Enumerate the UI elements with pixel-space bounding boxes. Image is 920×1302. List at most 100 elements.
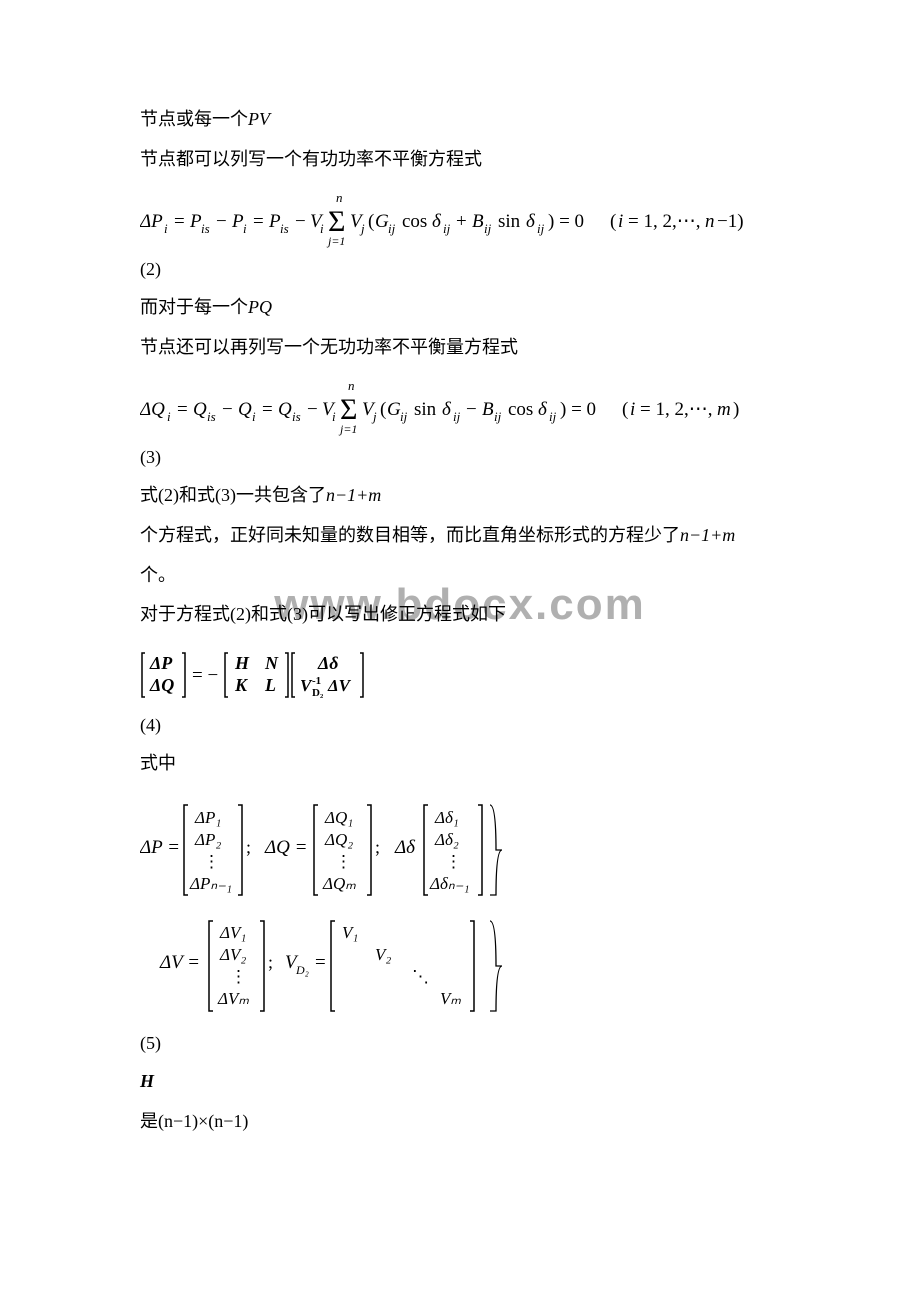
svg-text:i: i: [332, 409, 336, 424]
svg-text:Vₘ: Vₘ: [440, 989, 461, 1008]
equation-2: ΔP i = P is − P i = P is − V i Σ n j=1 V…: [140, 189, 780, 249]
svg-text:= −: = −: [192, 665, 218, 686]
svg-text:;: ;: [375, 837, 380, 857]
svg-text:ΔP =: ΔP =: [140, 837, 180, 858]
svg-text:Q: Q: [193, 399, 207, 420]
svg-text:Δδ₁: Δδ₁: [434, 808, 459, 827]
svg-text:−: −: [295, 211, 306, 232]
svg-text:ij: ij: [388, 221, 396, 236]
text-segment: 式(2)和式(3)一共包含了: [140, 485, 326, 505]
svg-text:ΔQ =: ΔQ =: [264, 837, 307, 858]
text-segment: 而对于每一个: [140, 297, 248, 317]
math-var: (n−1)×(n−1): [158, 1111, 248, 1131]
svg-text:ΔQ: ΔQ: [149, 675, 174, 695]
svg-text:Δδ: Δδ: [394, 837, 416, 858]
svg-text:= 1, 2,⋯,: = 1, 2,⋯,: [628, 211, 700, 232]
text-segment: 节点或每一个: [140, 109, 248, 129]
svg-text:ij: ij: [494, 409, 502, 424]
text-line-9: 式中: [140, 744, 780, 784]
svg-text:;: ;: [246, 837, 251, 857]
svg-text:i: i: [320, 221, 324, 236]
svg-text:): ): [733, 399, 739, 420]
svg-text:ΔP₁: ΔP₁: [194, 808, 221, 827]
svg-text:;: ;: [268, 952, 273, 972]
equation-4-label: (4): [140, 715, 780, 736]
svg-text:B: B: [482, 399, 494, 420]
svg-text:K: K: [234, 675, 249, 695]
svg-text:⋮: ⋮: [230, 967, 247, 986]
svg-text:is: is: [292, 409, 301, 424]
svg-text:B: B: [472, 211, 484, 232]
svg-text:H: H: [234, 653, 250, 673]
svg-text:ij: ij: [549, 409, 557, 424]
svg-text:ij: ij: [400, 409, 408, 424]
text-line-3: 而对于每一个PQ: [140, 288, 780, 328]
svg-text:ΔQₘ: ΔQₘ: [322, 874, 356, 893]
svg-text:(: (: [368, 211, 374, 232]
page-content: 节点或每一个PV 节点都可以列写一个有功功率不平衡方程式 ΔP i = P is…: [140, 100, 780, 1142]
svg-text:-1: -1: [312, 675, 321, 687]
svg-text:ij: ij: [443, 221, 451, 236]
svg-text:=: =: [253, 211, 264, 232]
svg-text:ij: ij: [484, 221, 492, 236]
svg-text:Δδₙ₋₁: Δδₙ₋₁: [429, 874, 470, 893]
svg-text:ΔVₘ: ΔVₘ: [217, 989, 249, 1008]
text-line-11: 是(n−1)×(n−1): [140, 1102, 780, 1142]
text-line-10: H: [140, 1062, 780, 1102]
svg-text:−1): −1): [717, 211, 744, 232]
svg-text:D₂: D₂: [312, 687, 324, 699]
svg-text:ΔV₁: ΔV₁: [219, 923, 246, 942]
svg-text:n: n: [348, 378, 355, 393]
svg-text:G: G: [375, 211, 389, 232]
svg-text:ΔP: ΔP: [140, 211, 163, 232]
svg-text:−: −: [466, 399, 477, 420]
svg-text:) = 0: ) = 0: [560, 399, 596, 420]
svg-text:=: =: [262, 399, 273, 420]
svg-text:D₂: D₂: [295, 963, 309, 977]
svg-text:δ: δ: [526, 211, 536, 232]
svg-text:Q: Q: [278, 399, 292, 420]
svg-text:is: is: [207, 409, 216, 424]
equation-5-label: (5): [140, 1033, 780, 1054]
svg-text:−: −: [216, 211, 227, 232]
text-segment: 个方程式，正好同未知量的数目相等，而比直角坐标形式的方程少了: [140, 525, 680, 545]
svg-text:i: i: [630, 399, 635, 420]
svg-text:i: i: [164, 221, 168, 236]
svg-text:−: −: [222, 399, 233, 420]
svg-text:=: =: [174, 211, 185, 232]
svg-text:δ: δ: [432, 211, 442, 232]
text-segment: 是: [140, 1111, 158, 1131]
svg-text:G: G: [387, 399, 401, 420]
svg-text:(: (: [380, 399, 386, 420]
svg-text:Q: Q: [238, 399, 252, 420]
svg-text:Δδ₂: Δδ₂: [434, 830, 459, 849]
text-line-2: 节点都可以列写一个有功功率不平衡方程式: [140, 140, 780, 180]
svg-text:ij: ij: [537, 221, 545, 236]
svg-text:ΔV =: ΔV =: [159, 952, 200, 973]
text-line-1: 节点或每一个PV: [140, 100, 780, 140]
math-var: PQ: [248, 297, 272, 317]
svg-text:ΔPₙ₋₁: ΔPₙ₋₁: [189, 874, 232, 893]
svg-text:N: N: [264, 653, 279, 673]
svg-text:ΔP: ΔP: [149, 653, 173, 673]
svg-text:n: n: [705, 211, 715, 232]
svg-text:⋮: ⋮: [445, 852, 462, 871]
svg-text:ij: ij: [453, 409, 461, 424]
svg-text:cos: cos: [402, 211, 427, 232]
svg-text:=: =: [315, 952, 326, 973]
text-line-6: 个方程式，正好同未知量的数目相等，而比直角坐标形式的方程少了n−1+m: [140, 516, 780, 556]
equation-3-label: (3): [140, 447, 780, 468]
svg-text:n: n: [336, 190, 343, 205]
svg-text:V₂: V₂: [375, 945, 391, 964]
svg-text:−: −: [307, 399, 318, 420]
text-line-8: 对于方程式(2)和式(3)可以写出修正方程式如下: [140, 595, 780, 635]
equation-3: ΔQ i = Q is − Q i = Q is − V i Σ n j=1 V…: [140, 377, 780, 437]
text-line-7: 个。: [140, 556, 780, 596]
svg-text:cos: cos: [508, 399, 533, 420]
svg-text:sin: sin: [498, 211, 521, 232]
svg-text:⋱: ⋱: [412, 967, 429, 986]
svg-text:⋮: ⋮: [335, 852, 352, 871]
svg-text:ΔQ₂: ΔQ₂: [324, 830, 353, 849]
svg-text:ΔV₂: ΔV₂: [219, 945, 246, 964]
math-var: PV: [248, 109, 270, 129]
